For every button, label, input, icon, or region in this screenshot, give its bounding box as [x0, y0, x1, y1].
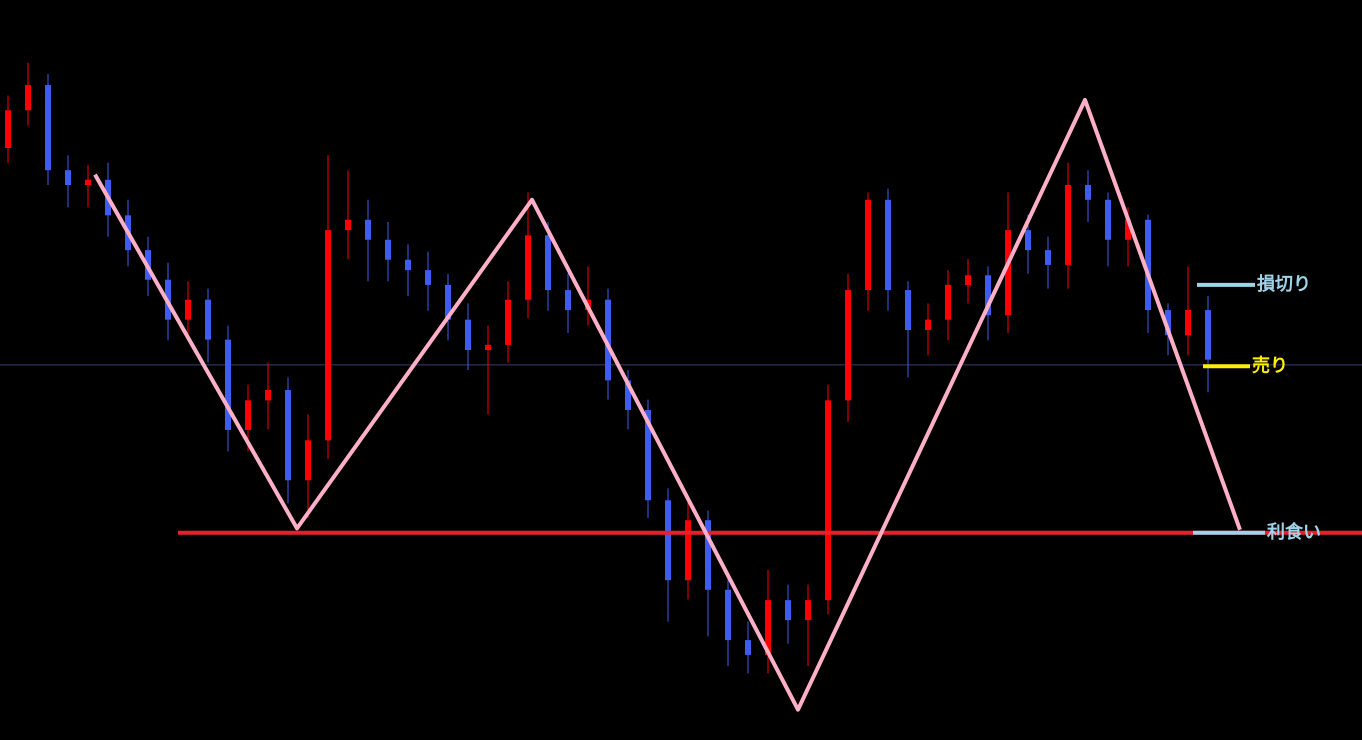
candle-body	[245, 400, 251, 430]
candle-body	[45, 85, 51, 171]
candle-body	[745, 640, 751, 655]
candle-body	[5, 110, 11, 148]
candle-body	[425, 270, 431, 285]
candle-body	[665, 500, 671, 581]
candle-body	[1085, 185, 1091, 200]
candle-body	[325, 230, 331, 441]
candle-body	[445, 284, 451, 320]
candle-body	[765, 600, 771, 655]
candle-body	[225, 339, 231, 430]
candle-body	[485, 344, 491, 351]
candle-body	[305, 440, 311, 481]
candle-body	[565, 290, 571, 311]
candle-body	[985, 275, 991, 316]
candle-body	[1045, 250, 1051, 265]
candle-body	[385, 239, 391, 260]
candle-body	[725, 589, 731, 641]
candle-body	[85, 179, 91, 185]
candle-body	[1185, 310, 1191, 336]
candle-body	[1065, 185, 1071, 265]
candle-body	[365, 219, 371, 240]
candle-body	[505, 299, 511, 345]
candle-body	[705, 520, 711, 590]
candle-body	[885, 199, 891, 291]
candle-body	[645, 409, 651, 501]
candle-body	[785, 600, 791, 621]
candle-body	[205, 299, 211, 340]
candle-body	[845, 290, 851, 401]
candle-body	[965, 275, 971, 285]
candle-body	[1125, 219, 1131, 240]
candle-body	[1205, 310, 1211, 360]
candle-body	[865, 199, 871, 291]
candle-body	[905, 290, 911, 331]
candle-body	[625, 380, 631, 410]
candle-body	[605, 299, 611, 381]
candle-body	[465, 319, 471, 351]
level-label: 損切り	[1257, 273, 1311, 295]
candle-body	[805, 600, 811, 621]
zigzag-line	[93, 97, 1242, 712]
candle-body	[525, 235, 531, 300]
level-label: 利食い	[1267, 521, 1321, 543]
candle-body	[405, 259, 411, 271]
candle-body	[1165, 310, 1171, 336]
candle-body	[1025, 230, 1031, 251]
candle-body	[685, 520, 691, 581]
candle-body	[345, 219, 351, 231]
candle-body	[185, 299, 191, 320]
candle-body	[945, 284, 951, 320]
candle-body	[925, 319, 931, 331]
candle-body	[1105, 199, 1111, 240]
candle-body	[545, 235, 551, 291]
candle-body	[825, 400, 831, 601]
candle-body	[65, 170, 71, 185]
candle-body	[1145, 219, 1151, 311]
candle-body	[265, 389, 271, 401]
candle-body	[25, 85, 31, 111]
candle-body	[1005, 230, 1011, 316]
level-label: 売り	[1252, 354, 1288, 376]
candle-body	[285, 389, 291, 481]
